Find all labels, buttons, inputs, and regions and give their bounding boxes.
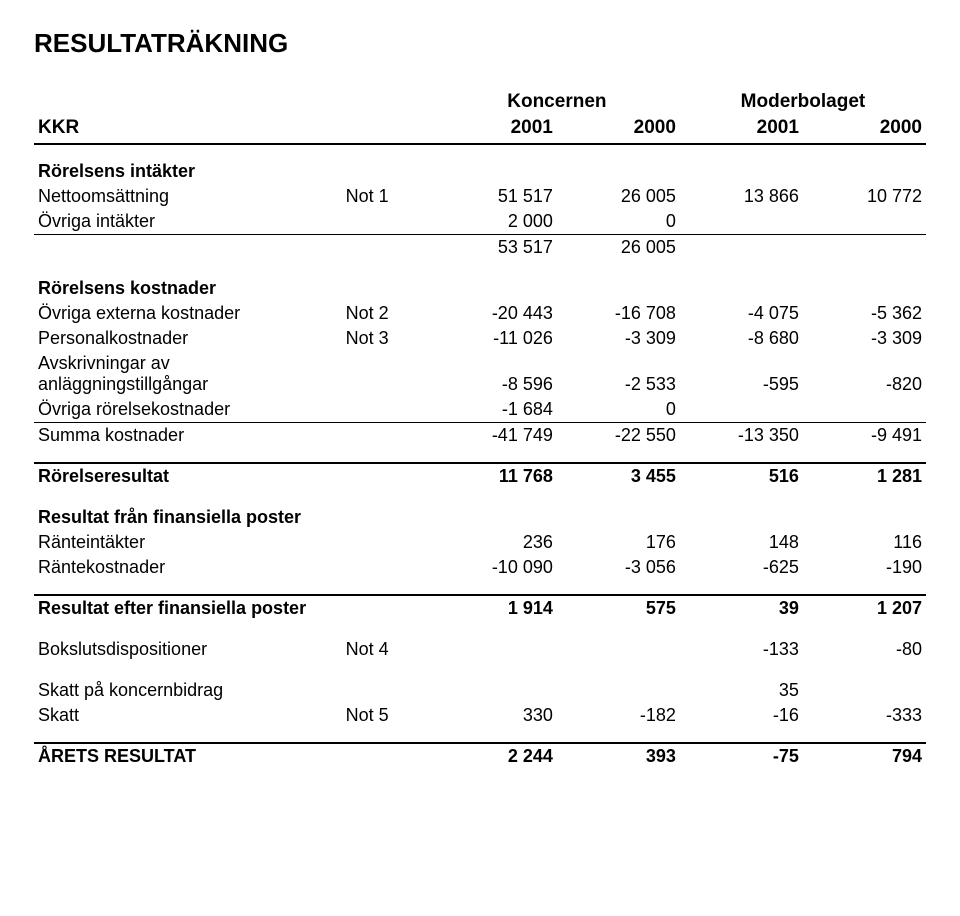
row-note: Not 5 (342, 703, 434, 728)
row-label: Övriga rörelsekostnader (34, 397, 342, 423)
table-row: Resultat efter finansiella poster 1 914 … (34, 595, 926, 621)
income-statement-table: Koncernen Moderbolaget KKR 2001 2000 200… (34, 89, 926, 769)
year-col-3: 2001 (680, 115, 803, 144)
table-row: Övriga rörelsekostnader -1 684 0 (34, 397, 926, 423)
row-note: Not 4 (342, 621, 434, 662)
row-label: Ränteintäkter (34, 530, 342, 555)
row-label: Resultat efter finansiella poster (34, 595, 342, 621)
year-col-2: 2000 (557, 115, 680, 144)
table-row: Ränteintäkter 236 176 148 116 (34, 530, 926, 555)
row-label: Avskrivningar av anläggningstillgångar (34, 351, 342, 397)
row-label: ÅRETS RESULTAT (34, 743, 342, 769)
col-group-moderbolaget: Moderbolaget (680, 89, 926, 115)
row-label: Skatt på koncernbidrag (34, 662, 342, 703)
col-group-koncernen: Koncernen (434, 89, 680, 115)
table-row: Räntekostnader -10 090 -3 056 -625 -190 (34, 555, 926, 580)
row-note: Not 3 (342, 326, 434, 351)
table-row: Övriga intäkter 2 000 0 (34, 209, 926, 235)
table-row: Skatt på koncernbidrag 35 (34, 662, 926, 703)
table-row: 53 517 26 005 (34, 235, 926, 261)
row-label: Personalkostnader (34, 326, 342, 351)
row-note: Not 1 (342, 184, 434, 209)
row-note: Not 2 (342, 301, 434, 326)
table-row: Summa kostnader -41 749 -22 550 -13 350 … (34, 423, 926, 449)
table-row: Bokslutsdispositioner Not 4 -133 -80 (34, 621, 926, 662)
table-row: Personalkostnader Not 3 -11 026 -3 309 -… (34, 326, 926, 351)
table-row: Övriga externa kostnader Not 2 -20 443 -… (34, 301, 926, 326)
row-label: Skatt (34, 703, 342, 728)
table-row: ÅRETS RESULTAT 2 244 393 -75 794 (34, 743, 926, 769)
kkr-label: KKR (34, 115, 342, 144)
row-label: Summa kostnader (34, 423, 342, 449)
row-label: Nettoomsättning (34, 184, 342, 209)
table-row: Nettoomsättning Not 1 51 517 26 005 13 8… (34, 184, 926, 209)
row-label: Övriga intäkter (34, 209, 342, 235)
year-col-4: 2000 (803, 115, 926, 144)
page-title: RESULTATRÄKNING (34, 28, 926, 59)
table-row: Skatt Not 5 330 -182 -16 -333 (34, 703, 926, 728)
row-label: Bokslutsdispositioner (34, 621, 342, 662)
row-label: Övriga externa kostnader (34, 301, 342, 326)
section-intakter: Rörelsens intäkter (34, 159, 342, 184)
row-label: Rörelseresultat (34, 463, 342, 489)
section-finansiella: Resultat från finansiella poster (34, 489, 342, 530)
section-kostnader: Rörelsens kostnader (34, 260, 342, 301)
year-col-1: 2001 (434, 115, 557, 144)
table-row: Rörelseresultat 11 768 3 455 516 1 281 (34, 463, 926, 489)
table-row: Avskrivningar av anläggningstillgångar -… (34, 351, 926, 397)
row-label: Räntekostnader (34, 555, 342, 580)
